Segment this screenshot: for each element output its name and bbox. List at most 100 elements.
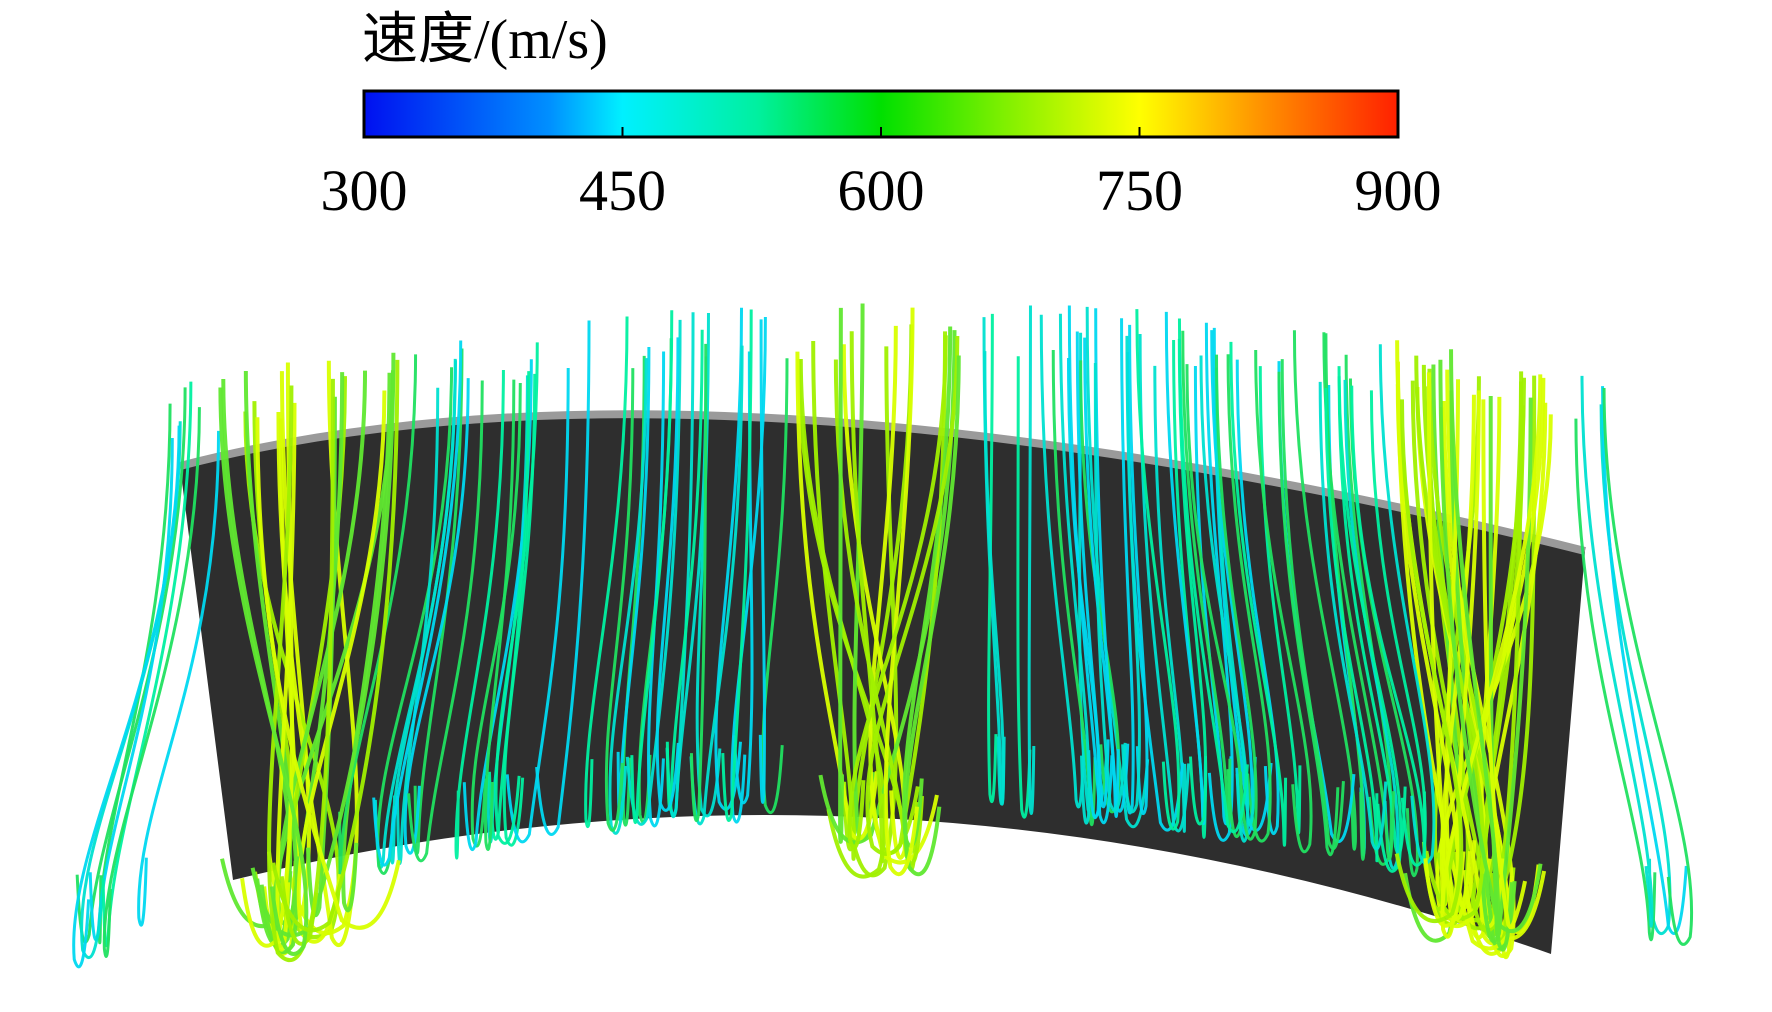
- streamline: [255, 417, 401, 930]
- streamline: [865, 336, 960, 856]
- streamline: [1214, 367, 1257, 826]
- streamline: [833, 359, 924, 866]
- streamline: [1027, 305, 1036, 815]
- streamline: [1085, 306, 1150, 829]
- streamline: [505, 367, 570, 844]
- streamline: [1580, 375, 1654, 928]
- streamline: [847, 335, 948, 850]
- streamline: [655, 337, 680, 812]
- streamline: [1292, 330, 1357, 851]
- streamline: [983, 351, 1005, 806]
- streamline: [279, 378, 335, 946]
- streamline: [1177, 318, 1249, 834]
- streamline: [1185, 364, 1243, 839]
- streamline: [1280, 359, 1345, 851]
- streamline: [470, 382, 522, 848]
- streamline: [689, 343, 708, 823]
- streamline: [730, 316, 767, 824]
- streamline: [798, 359, 888, 879]
- streamline: [1426, 372, 1472, 921]
- streamline: [1128, 324, 1149, 816]
- streamline: [1067, 305, 1114, 825]
- streamline: [1574, 418, 1657, 942]
- streamline: [584, 316, 629, 829]
- streamline: [987, 313, 998, 804]
- streamline: [604, 368, 635, 832]
- streamline: [1481, 399, 1541, 935]
- streamline: [218, 387, 309, 956]
- streamline: [1153, 365, 1187, 833]
- streamline: [903, 355, 961, 877]
- streamline: [721, 309, 753, 822]
- streamline: [647, 351, 666, 828]
- streamline: [1016, 356, 1032, 819]
- streamline: [454, 370, 505, 860]
- streamline: [1229, 341, 1288, 847]
- streamline: [1421, 364, 1485, 921]
- streamline: [795, 351, 879, 841]
- streamline: [296, 390, 387, 944]
- streamline: [390, 358, 457, 865]
- streamline: [1601, 386, 1688, 935]
- streamline: [338, 354, 418, 881]
- streamline: [1394, 399, 1464, 924]
- streamline: [1369, 390, 1427, 867]
- streamline: [608, 358, 648, 835]
- streamline: [1479, 397, 1533, 944]
- streamline: [1039, 314, 1086, 809]
- streamline: [1440, 374, 1543, 939]
- streamline: [102, 407, 201, 958]
- streamline: [1215, 354, 1258, 841]
- streamline: [1378, 344, 1436, 865]
- streamline: [535, 320, 591, 836]
- streamline: [849, 331, 885, 864]
- streamline: [1350, 385, 1426, 861]
- streamline: [1121, 335, 1141, 814]
- streamline: [1395, 384, 1461, 928]
- streamline: [883, 307, 920, 877]
- streamline: [494, 342, 539, 845]
- streamline: [137, 430, 221, 927]
- colorbar-tick-label: 900: [1355, 158, 1442, 223]
- streamline: [376, 367, 454, 875]
- streamline: [1438, 359, 1543, 934]
- streamline: [732, 351, 754, 805]
- streamline: [1602, 388, 1694, 946]
- streamline: [250, 352, 396, 938]
- streamline: [1135, 309, 1181, 831]
- streamline: [1138, 334, 1191, 833]
- streamline: [630, 310, 674, 825]
- colorbar-title: 速度/(m/s): [362, 9, 608, 71]
- streamline: [1254, 350, 1313, 854]
- streamline: [72, 425, 181, 969]
- streamline: [1204, 322, 1234, 842]
- streamline: [1093, 362, 1127, 812]
- streamline: [1181, 330, 1232, 828]
- streamline: [372, 340, 463, 867]
- streamline: [1075, 331, 1110, 809]
- streamline: [413, 348, 464, 855]
- streamline: [665, 329, 704, 811]
- streamline: [1322, 332, 1396, 861]
- streamline: [1324, 388, 1379, 863]
- colorbar-tick-label: 750: [1096, 158, 1183, 223]
- streamline: [1466, 371, 1524, 933]
- streamline: [1337, 366, 1403, 873]
- streamline: [1318, 381, 1388, 851]
- streamline: [97, 403, 172, 945]
- streamline: [1449, 349, 1501, 940]
- streamline: [407, 380, 484, 863]
- streamline: [484, 379, 516, 851]
- streamline: [1079, 360, 1121, 814]
- streamline: [1277, 371, 1340, 857]
- colorbar-tick-label: 450: [579, 158, 666, 223]
- colorbar-tick-label: 300: [321, 158, 408, 223]
- streamline: [1058, 313, 1091, 825]
- streamlines: [72, 303, 1694, 969]
- streamline: [811, 340, 857, 861]
- colorbar-tick-label: 600: [838, 158, 925, 223]
- streamline: [271, 359, 400, 933]
- streamline: [758, 319, 766, 804]
